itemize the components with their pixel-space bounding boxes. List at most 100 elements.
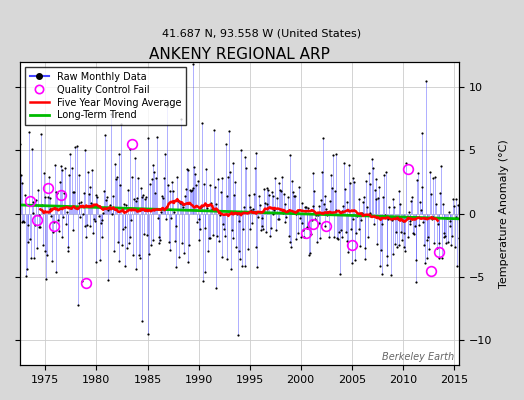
Point [221, 233, 229, 239]
Point [95, 212, 103, 219]
Point [48, 258, 57, 264]
Point [200, 268, 209, 275]
Point [192, 182, 200, 189]
Point [257, 215, 266, 222]
Point [399, 218, 407, 224]
Point [118, 226, 127, 232]
Point [64, 248, 72, 254]
Point [57, 163, 65, 169]
Point [428, 216, 436, 222]
Point [69, 227, 78, 233]
Point [372, 176, 380, 182]
Point [159, 174, 168, 181]
Point [394, 216, 402, 222]
Point [170, 238, 179, 245]
Point [451, 214, 460, 220]
Point [433, 245, 441, 251]
Point [227, 227, 236, 233]
Point [204, 234, 213, 241]
Point [233, 211, 241, 217]
Point [184, 259, 192, 265]
Point [277, 188, 285, 194]
Point [264, 187, 272, 194]
Point [234, 331, 242, 338]
Point [185, 242, 193, 249]
Point [403, 214, 411, 220]
Point [36, 224, 45, 230]
Point [66, 151, 74, 157]
Point [310, 188, 319, 194]
Point [246, 226, 255, 232]
Point [380, 172, 388, 178]
Point [362, 178, 370, 184]
Point [236, 256, 245, 262]
Point [367, 212, 376, 218]
Point [220, 226, 228, 232]
Point [18, 180, 27, 186]
Point [187, 187, 195, 194]
Point [172, 223, 181, 230]
Point [440, 234, 448, 240]
Point [158, 193, 166, 199]
Point [352, 230, 360, 236]
Point [37, 131, 46, 138]
Point [285, 233, 293, 240]
Point [51, 189, 60, 195]
Point [56, 179, 64, 185]
Point [150, 169, 158, 175]
Point [12, 206, 20, 212]
Point [60, 190, 68, 196]
Point [108, 192, 117, 199]
Point [71, 144, 79, 151]
Point [315, 202, 324, 209]
Point [297, 234, 305, 240]
Point [383, 252, 391, 259]
Point [20, 218, 28, 225]
Point [46, 195, 54, 202]
Point [410, 231, 418, 237]
Point [415, 222, 423, 228]
Point [186, 187, 194, 194]
Point [214, 176, 222, 182]
Point [291, 211, 300, 217]
Point [115, 257, 124, 264]
Point [91, 259, 100, 265]
Point [249, 206, 257, 212]
Point [183, 167, 192, 173]
Point [253, 264, 261, 270]
Point [419, 219, 428, 225]
Point [55, 228, 63, 234]
Point [223, 256, 232, 262]
Point [43, 252, 51, 258]
Point [357, 217, 365, 223]
Point [409, 230, 417, 236]
Point [77, 199, 85, 206]
Point [234, 247, 243, 254]
Point [141, 194, 150, 200]
Point [385, 203, 394, 210]
Point [361, 244, 369, 251]
Text: 41.687 N, 93.558 W (United States): 41.687 N, 93.558 W (United States) [162, 28, 362, 38]
Point [200, 181, 208, 188]
Point [308, 217, 316, 224]
Point [395, 242, 403, 248]
Point [255, 193, 263, 199]
Point [431, 173, 439, 180]
Point [245, 191, 253, 198]
Point [57, 167, 66, 173]
Point [193, 219, 201, 225]
Point [15, 209, 23, 216]
Point [107, 110, 115, 117]
Title: ANKENY REGIONAL ARP: ANKENY REGIONAL ARP [149, 47, 330, 62]
Point [399, 243, 408, 250]
Point [90, 216, 98, 222]
Point [266, 233, 274, 239]
Point [91, 218, 99, 224]
Point [132, 266, 140, 272]
Point [427, 191, 435, 198]
Point [314, 220, 323, 226]
Point [13, 143, 21, 149]
Point [38, 202, 46, 208]
Point [14, 209, 23, 216]
Point [137, 185, 145, 192]
